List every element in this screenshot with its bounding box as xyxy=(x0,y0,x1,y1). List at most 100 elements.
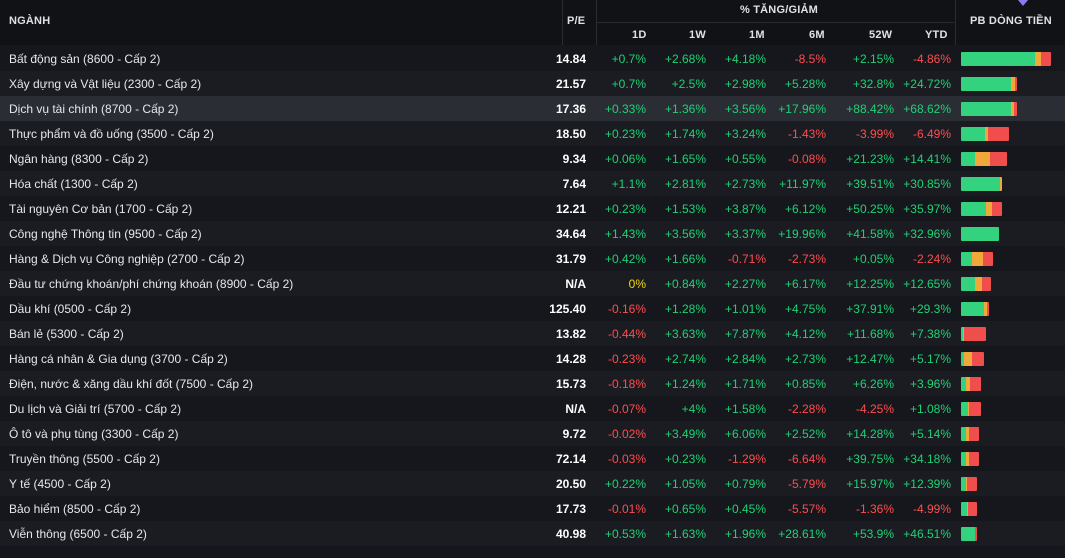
pct-1m: +1.96% xyxy=(724,527,766,541)
sector-name[interactable]: Tài nguyên Cơ bản (1700 - Cấp 2) xyxy=(9,202,193,216)
table-row[interactable]: Dịch vụ tài chính (8700 - Cấp 2) 17.36 +0.… xyxy=(0,96,1065,121)
period-1m-header[interactable]: 1M xyxy=(749,29,765,41)
sector-name[interactable]: Dầu khí (0500 - Cấp 2) xyxy=(9,302,132,316)
flow-bar[interactable] xyxy=(961,227,999,241)
sector-name[interactable]: Hóa chất (1300 - Cấp 2) xyxy=(9,177,138,191)
sector-name[interactable]: Xây dựng và Vật liệu (2300 - Cấp 2) xyxy=(9,77,202,91)
flow-bar[interactable] xyxy=(961,52,1051,66)
pct-1d: +1.1% xyxy=(611,177,646,191)
table-row[interactable]: Hóa chất (1300 - Cấp 2) 7.64 +1.1% +2.81% +2… xyxy=(0,171,1065,196)
pe-value: 17.36 xyxy=(555,102,586,116)
flow-bar[interactable] xyxy=(961,177,1002,191)
flow-bar[interactable] xyxy=(961,327,986,341)
pct-52w: +11.68% xyxy=(847,327,894,341)
table-row[interactable]: Đầu tư chứng khoán/phí chứng khoán (8900… xyxy=(0,271,1065,296)
sector-name[interactable]: Ngân hàng (8300 - Cấp 2) xyxy=(9,152,149,166)
flow-bar[interactable] xyxy=(961,152,1007,166)
period-1w-header[interactable]: 1W xyxy=(689,29,706,41)
pct-1m: +2.73% xyxy=(724,177,766,191)
sector-name[interactable]: Viễn thông (6500 - Cấp 2) xyxy=(9,527,147,541)
flow-bar[interactable] xyxy=(961,352,984,366)
flow-bar-green xyxy=(961,527,975,541)
table-row[interactable]: Y tế (4500 - Cấp 2) 20.50 +0.22% +1.05% +0.7… xyxy=(0,471,1065,496)
pct-1d: -0.16% xyxy=(607,302,646,316)
flow-bar[interactable] xyxy=(961,277,991,291)
pct-ytd: -4.86% xyxy=(912,52,951,66)
flow-column-header[interactable]: PB DÒNG TIỀN xyxy=(970,15,1052,27)
pct-6m: +6.17% xyxy=(784,277,826,291)
table-row[interactable]: Bảo hiểm (8500 - Cấp 2) 17.73 -0.01% +0.65%… xyxy=(0,496,1065,521)
table-row[interactable]: Bất động sản (8600 - Cấp 2) 14.84 +0.7% +2.… xyxy=(0,46,1065,71)
flow-bar[interactable] xyxy=(961,252,993,266)
table-row[interactable]: Công nghệ Thông tin (9500 - Cấp 2) 34.64 +… xyxy=(0,221,1065,246)
pe-column-header[interactable]: P/E xyxy=(567,15,586,27)
sector-name[interactable]: Công nghệ Thông tin (9500 - Cấp 2) xyxy=(9,227,202,241)
sort-desc-icon[interactable] xyxy=(1018,0,1028,6)
flow-bar[interactable] xyxy=(961,502,977,516)
sector-name[interactable]: Hàng cá nhân & Gia dụng (3700 - Cấp 2) xyxy=(9,352,228,366)
sector-name[interactable]: Du lịch và Giải trí (5700 - Cấp 2) xyxy=(9,402,182,416)
flow-bar[interactable] xyxy=(961,77,1017,91)
sector-name[interactable]: Dịch vụ tài chính (8700 - Cấp 2) xyxy=(9,102,179,116)
sector-name[interactable]: Điện, nước & xăng dầu khí đốt (7500 - Cấ… xyxy=(9,377,254,391)
pe-value: 21.57 xyxy=(555,77,586,91)
pct-52w: +0.05% xyxy=(852,252,894,266)
flow-bar-orange xyxy=(974,152,990,166)
sector-name[interactable]: Y tế (4500 - Cấp 2) xyxy=(9,477,111,491)
flow-bar[interactable] xyxy=(961,377,981,391)
pct-52w: +41.58% xyxy=(846,227,894,241)
period-1d-header[interactable]: 1D xyxy=(632,29,647,41)
flow-bar-red xyxy=(969,402,981,416)
table-row[interactable]: Tài nguyên Cơ bản (1700 - Cấp 2) 12.21 +0.… xyxy=(0,196,1065,221)
period-6m-header[interactable]: 6M xyxy=(809,29,825,41)
flow-bar-red xyxy=(970,377,981,391)
table-row[interactable]: Ngân hàng (8300 - Cấp 2) 9.34 +0.06% +1.65%… xyxy=(0,146,1065,171)
pct-ytd: -6.49% xyxy=(912,127,951,141)
pct-52w: +50.25% xyxy=(846,202,894,216)
flow-bar-green xyxy=(961,352,965,366)
sector-name[interactable]: Bán lẻ (5300 - Cấp 2) xyxy=(9,327,124,341)
flow-bar-green xyxy=(961,127,985,141)
pct-1m: +2.98% xyxy=(724,77,766,91)
table-row[interactable]: Ô tô và phụ tùng (3300 - Cấp 2) 9.72 -0.02… xyxy=(0,421,1065,446)
flow-bar[interactable] xyxy=(961,302,989,316)
pe-value: 7.64 xyxy=(562,177,586,191)
pct-1d: +0.23% xyxy=(604,127,646,141)
flow-bar[interactable] xyxy=(961,202,1002,216)
period-52w-header[interactable]: 52W xyxy=(869,29,893,41)
sector-name[interactable]: Bảo hiểm (8500 - Cấp 2) xyxy=(9,502,141,516)
pct-1m: +1.58% xyxy=(724,402,766,416)
flow-bar[interactable] xyxy=(961,427,979,441)
pct-1d: -0.01% xyxy=(607,502,646,516)
table-row[interactable]: Dầu khí (0500 - Cấp 2) 125.40 -0.16% +1.28%… xyxy=(0,296,1065,321)
flow-bar-green xyxy=(961,252,973,266)
sector-name[interactable]: Ô tô và phụ tùng (3300 - Cấp 2) xyxy=(9,427,179,441)
flow-bar[interactable] xyxy=(961,527,977,541)
table-row[interactable]: Hàng & Dịch vụ Công nghiệp (2700 - Cấp 2… xyxy=(0,246,1065,271)
table-row[interactable]: Viễn thông (6500 - Cấp 2) 40.98 +0.53% +1.6… xyxy=(0,521,1065,546)
pct-6m: -6.64% xyxy=(787,452,826,466)
flow-bar[interactable] xyxy=(961,452,979,466)
pct-1d: -0.07% xyxy=(607,402,646,416)
flow-bar-orange xyxy=(968,402,969,416)
table-row[interactable]: Du lịch và Giải trí (5700 - Cấp 2) N/A -0.… xyxy=(0,396,1065,421)
table-row[interactable]: Bán lẻ (5300 - Cấp 2) 13.82 -0.44% +3.63% +7… xyxy=(0,321,1065,346)
period-ytd-header[interactable]: YTD xyxy=(925,29,948,41)
sector-name[interactable]: Thực phẩm và đồ uống (3500 - Cấp 2) xyxy=(9,127,214,141)
sector-column-header[interactable]: NGÀNH xyxy=(9,15,51,27)
sector-name[interactable]: Truyền thông (5500 - Cấp 2) xyxy=(9,452,160,466)
table-row[interactable]: Xây dựng và Vật liệu (2300 - Cấp 2) 21.57… xyxy=(0,71,1065,96)
table-row[interactable]: Điện, nước & xăng dầu khí đốt (7500 - Cấ… xyxy=(0,371,1065,396)
table-row[interactable]: Thực phẩm và đồ uống (3500 - Cấp 2) 18.50… xyxy=(0,121,1065,146)
sector-name[interactable]: Hàng & Dịch vụ Công nghiệp (2700 - Cấp 2… xyxy=(9,252,245,266)
flow-bar[interactable] xyxy=(961,127,1009,141)
sector-name[interactable]: Đầu tư chứng khoán/phí chứng khoán (8900… xyxy=(9,277,294,291)
table-row[interactable]: Hàng cá nhân & Gia dụng (3700 - Cấp 2) 14… xyxy=(0,346,1065,371)
sector-name[interactable]: Bất động sản (8600 - Cấp 2) xyxy=(9,52,161,66)
flow-bar[interactable] xyxy=(961,402,981,416)
pct-52w: +88.42% xyxy=(846,102,894,116)
pct-ytd: +12.39% xyxy=(903,477,951,491)
flow-bar[interactable] xyxy=(961,477,977,491)
flow-bar[interactable] xyxy=(961,102,1017,116)
table-row[interactable]: Truyền thông (5500 - Cấp 2) 72.14 -0.03% +0… xyxy=(0,446,1065,471)
